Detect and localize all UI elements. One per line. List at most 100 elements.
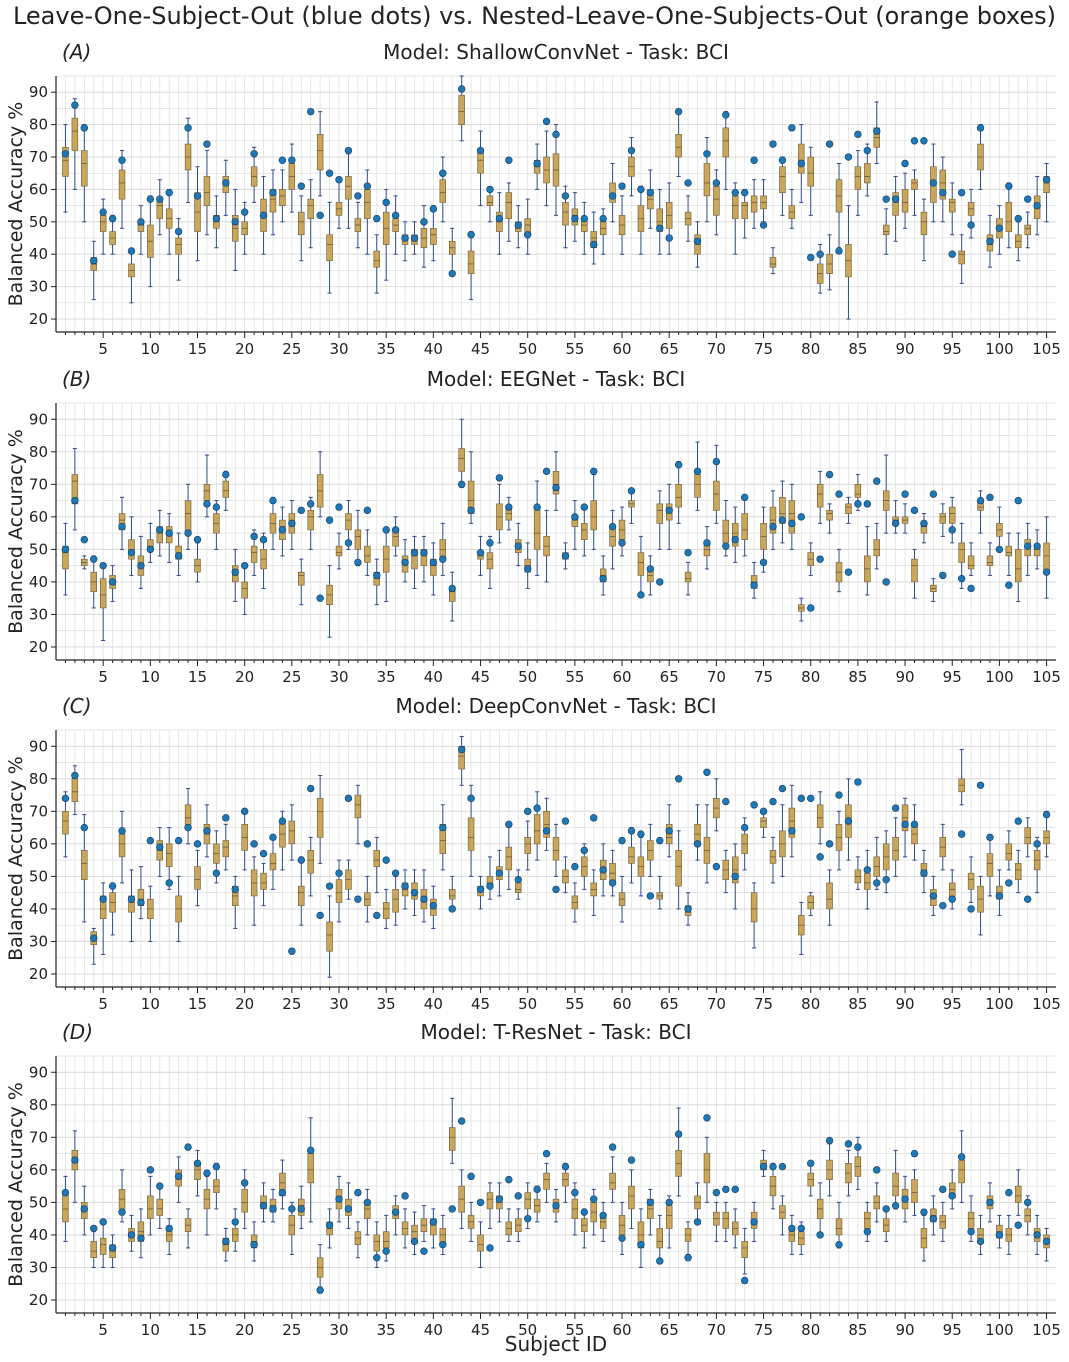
loso-dot [156,1182,164,1190]
x-tick-label: 30 [329,995,348,1013]
box-iqr [184,500,192,534]
loso-dot [976,124,985,132]
loso-dot [580,503,589,511]
loso-dot [457,480,466,489]
loso-dot [174,227,183,236]
loso-dot [722,542,730,550]
y-tick-label: 60 [29,180,48,198]
loso-dot [759,221,768,229]
loso-dot [665,1198,673,1207]
panel-title: Model: ShallowConvNet - Task: BCI [383,40,729,64]
loso-dot [863,1227,872,1236]
loso-dot [203,827,211,835]
loso-dot [335,869,343,877]
loso-dot [514,875,522,884]
loso-dot [448,269,456,278]
y-tick-label: 30 [29,1258,48,1276]
loso-dot [71,496,79,505]
box-iqr [967,1211,975,1229]
loso-dot [976,496,985,505]
loso-dot [118,1208,126,1216]
x-tick-label: 105 [1032,340,1061,358]
box-iqr [505,846,513,871]
loso-dot [891,519,900,528]
y-tick-label: 90 [29,1063,48,1081]
loso-dot [61,545,70,554]
loso-dot [439,555,447,563]
box-iqr [684,571,692,583]
box-iqr [1015,863,1022,880]
loso-dot [137,218,145,226]
loso-dot [891,804,900,812]
box-iqr [354,794,362,819]
loso-dot [184,823,192,832]
loso-dot [288,519,296,528]
loso-dot [552,885,560,894]
loso-dot [627,146,636,155]
loso-dot [590,1195,598,1203]
box-iqr [345,176,352,200]
x-tick-label: 55 [565,995,584,1013]
loso-dot [873,127,881,135]
loso-dot [712,862,721,871]
loso-dot [920,519,928,528]
y-tick-label: 50 [29,213,48,231]
loso-dot [401,558,409,567]
y-tick-label: 90 [29,83,48,101]
box-iqr [62,811,69,835]
loso-dot [127,1231,136,1239]
box-iqr [769,257,777,268]
loso-dot [618,182,626,190]
loso-dot [90,1224,98,1233]
loso-dot [373,571,381,580]
loso-dot [684,1253,692,1262]
box-iqr [298,571,305,586]
loso-dot [986,493,994,502]
box-iqr [1005,202,1013,232]
loso-dot [552,130,560,139]
box-iqr [967,872,975,890]
loso-dot [486,882,494,890]
loso-dot [816,1231,824,1239]
y-axis-label: Balanced Accuracy % [5,429,27,634]
x-tick-label: 15 [188,1321,207,1339]
loso-dot [854,778,862,786]
loso-dot [599,1211,607,1220]
box-iqr [732,195,739,219]
box-iqr [741,513,748,540]
loso-dot [344,146,353,155]
box-iqr [533,506,541,550]
loso-dot [259,211,268,220]
loso-dot [1042,175,1051,184]
y-tick-label: 70 [29,1128,48,1146]
loso-dot [637,185,645,194]
loso-dot [486,1244,494,1252]
loso-dot [316,1286,324,1294]
loso-dot [901,1195,909,1203]
loso-dot [127,247,136,255]
loso-dot [608,879,617,887]
loso-dot [542,467,551,476]
box-iqr [175,237,182,255]
loso-dot [948,895,956,903]
box-iqr [628,846,635,864]
loso-dot [590,814,598,822]
loso-dot [325,169,334,177]
loso-dot [203,1169,211,1177]
loso-dot [740,1276,749,1285]
box-iqr [477,1234,484,1252]
x-tick-label: 40 [424,1321,443,1339]
loso-dot [99,1218,107,1226]
box-iqr [1005,545,1013,557]
loso-dot [778,156,787,164]
loso-dot [986,833,994,842]
loso-dot [873,477,881,485]
box-iqr [703,163,711,197]
box-iqr [62,1192,69,1223]
box-iqr [241,581,248,599]
y-tick-label: 90 [29,737,48,755]
x-tick-label: 65 [660,340,679,358]
x-tick-label: 80 [801,340,820,358]
loso-dot [165,529,173,537]
loso-dot [740,188,749,197]
